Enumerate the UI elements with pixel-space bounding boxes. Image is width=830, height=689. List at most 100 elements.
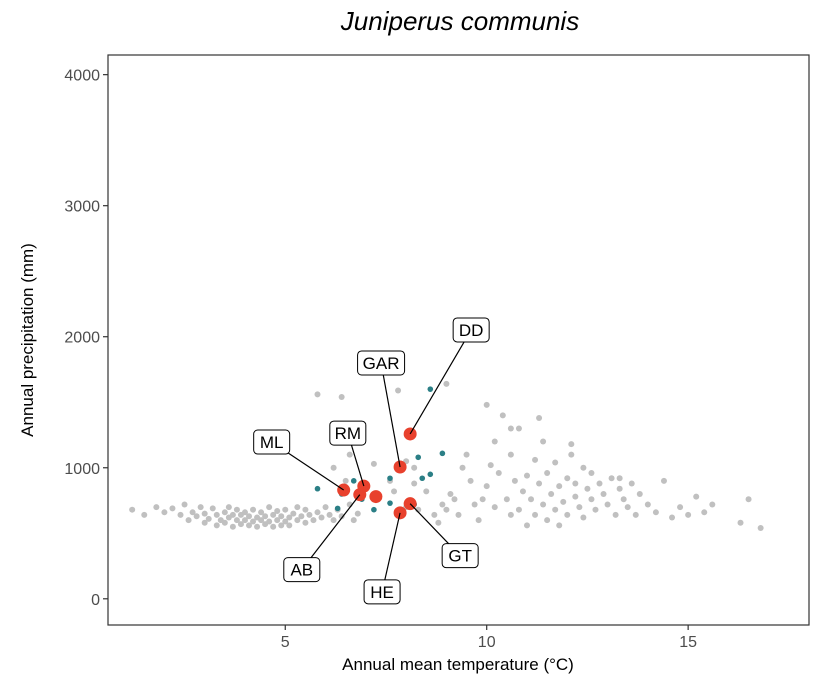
background-point: [314, 391, 321, 398]
background-point: [286, 514, 293, 521]
background-point: [596, 480, 603, 487]
background-point: [745, 496, 752, 503]
background-point: [205, 515, 212, 522]
site-label: ML: [260, 433, 284, 452]
background-point: [411, 480, 418, 487]
background-point: [193, 513, 200, 520]
y-axis-title: Annual precipitation (mm): [18, 243, 37, 437]
background-point: [266, 504, 273, 511]
background-point: [560, 498, 567, 505]
background-point: [499, 412, 506, 419]
x-axis-title: Annual mean temperature (°C): [342, 655, 574, 674]
background-point: [221, 509, 228, 516]
background-point: [229, 523, 236, 530]
background-point: [463, 451, 470, 458]
background-point: [274, 517, 281, 524]
background-point: [213, 522, 220, 529]
background-point: [274, 508, 281, 514]
background-point: [338, 394, 345, 400]
background-point: [326, 511, 333, 518]
background-point: [540, 501, 547, 508]
background-point: [258, 517, 265, 524]
background-point: [652, 509, 659, 516]
chart-title: Juniperus communis: [340, 6, 579, 36]
background-point: [246, 513, 253, 520]
site-label: HE: [370, 583, 394, 602]
background-point: [447, 490, 454, 497]
site-label: AB: [290, 561, 313, 580]
background-point: [507, 451, 514, 458]
site-point: [369, 490, 383, 504]
background-point: [411, 464, 418, 471]
background-point: [229, 511, 236, 518]
background-point: [636, 490, 643, 497]
background-point: [161, 509, 168, 516]
background-point: [532, 456, 539, 463]
background-point: [580, 514, 587, 521]
background-point: [515, 506, 522, 513]
background-point: [588, 470, 595, 476]
background-point: [685, 511, 692, 518]
background-point: [564, 475, 571, 482]
background-point: [455, 511, 462, 518]
background-point: [576, 504, 583, 511]
background-point: [532, 511, 539, 518]
background-point: [491, 438, 498, 445]
x-tick-label: 10: [478, 634, 496, 651]
background-point: [306, 511, 313, 518]
background-point: [262, 513, 269, 520]
background-point: [507, 425, 514, 432]
background-point: [298, 513, 305, 520]
x-axis: 5 10 15: [281, 625, 697, 651]
background-point: [471, 501, 478, 508]
background-point: [201, 519, 208, 526]
plot-frame: [107, 54, 810, 626]
y-tick-label: 1000: [64, 461, 100, 478]
highlight-point: [387, 500, 393, 506]
background-point: [737, 519, 744, 526]
background-point: [250, 506, 257, 513]
background-point: [507, 511, 514, 518]
background-point: [568, 441, 575, 448]
background-point: [439, 501, 446, 508]
background-point: [246, 522, 253, 529]
background-point: [181, 501, 188, 508]
background-point: [209, 505, 216, 512]
background-point: [487, 462, 494, 469]
highlight-point: [427, 386, 434, 392]
site-leader-line: [381, 512, 401, 592]
background-point: [294, 504, 301, 511]
background-point: [435, 519, 442, 526]
background-point: [536, 480, 543, 487]
y-tick-label: 4000: [64, 68, 100, 85]
site-label-box: [452, 317, 490, 343]
background-point: [572, 493, 579, 500]
background-point: [169, 505, 176, 512]
background-point: [258, 509, 265, 516]
background-point: [213, 511, 220, 518]
background-point: [225, 504, 232, 511]
background-point: [241, 517, 248, 524]
background-point: [523, 472, 530, 479]
background-point: [556, 483, 563, 490]
background-point: [628, 480, 635, 487]
background-point: [233, 517, 240, 524]
highlight-point: [350, 478, 357, 484]
background-point: [519, 488, 526, 495]
background-point: [221, 519, 228, 526]
background-point: [669, 514, 676, 521]
background-point: [540, 438, 547, 445]
y-axis: 0 1000 2000 3000 4000: [64, 68, 108, 609]
highlight-point: [314, 485, 321, 492]
background-point: [600, 490, 607, 497]
background-point: [443, 380, 450, 387]
background-point: [233, 506, 240, 513]
background-point: [592, 506, 599, 513]
site-leader-line: [380, 362, 401, 468]
background-point: [620, 496, 627, 503]
background-point: [201, 510, 208, 517]
background-point: [544, 470, 551, 476]
background-point: [483, 483, 490, 490]
background-point: [644, 501, 651, 508]
background-point: [548, 490, 555, 497]
